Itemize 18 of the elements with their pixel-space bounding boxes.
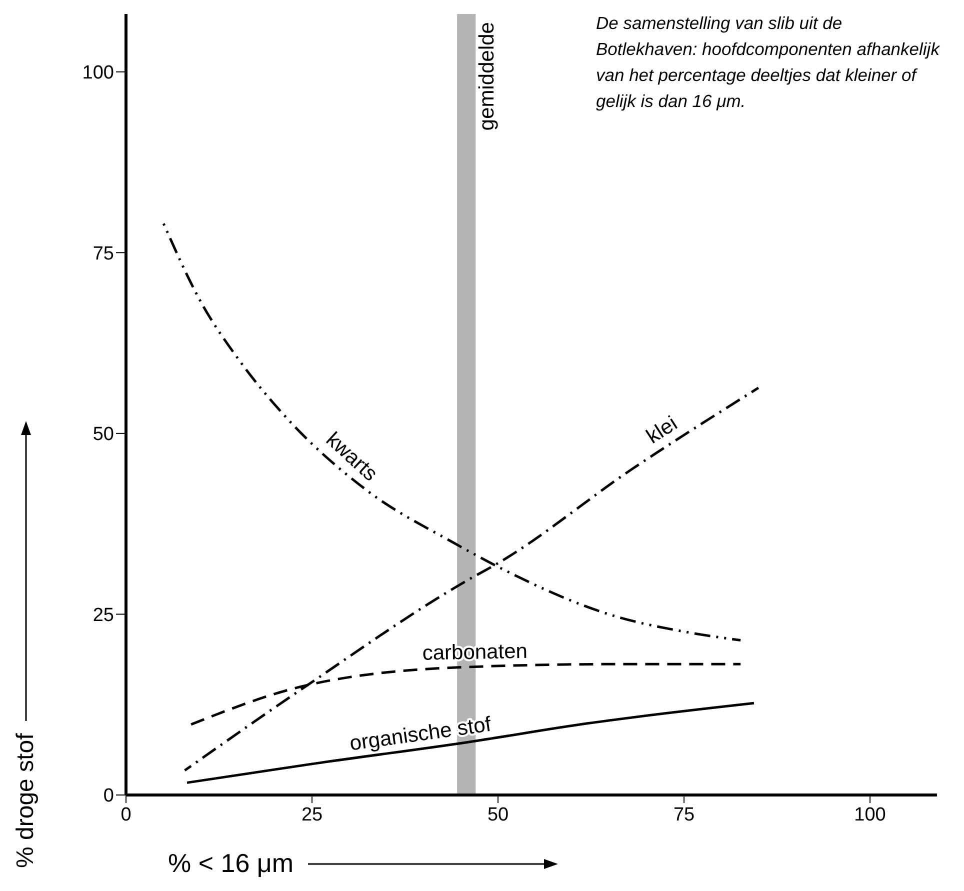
y-tick-label: 100 [82,62,114,84]
x-tick-label: 75 [673,804,695,826]
series-label: carbonaten [422,640,528,665]
x-tick-label: 100 [854,804,886,826]
y-axis-title: % droge stof [12,733,40,868]
band-label: gemiddelde [476,22,499,131]
text: klei [642,412,682,448]
text: organische stof [348,712,493,756]
line-series [186,702,756,784]
y-tick-label: 75 [92,243,114,264]
y-tick-label: 25 [92,604,114,626]
x-tick-label: 50 [487,804,509,826]
x-tick-label: 0 [120,804,132,826]
x-axis-title: % < 16 μm [168,848,294,879]
text: De samenstelling van slib uit de Botlekhaven: hoofdcomponenten afhankelijk van het percentage deeltjes dat kleiner of gelijk is dan 16 μm. [596,12,941,113]
y-tick-label: 0 [103,786,114,807]
y-tick-label: 50 [92,424,114,446]
x-tick-label: 25 [301,804,323,826]
